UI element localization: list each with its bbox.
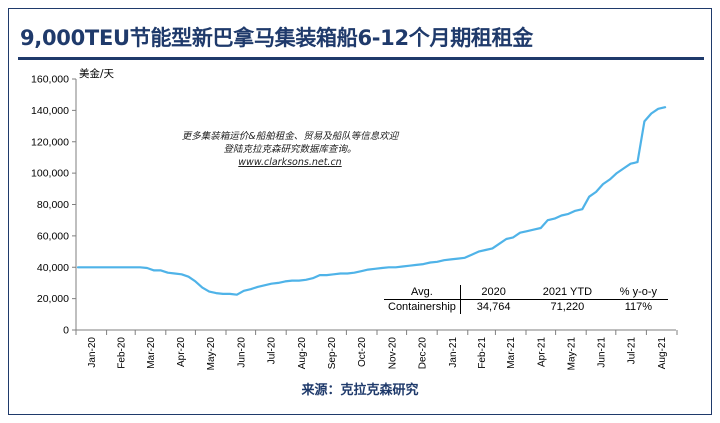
x-tick-label: Oct-20	[357, 337, 368, 367]
x-tick-label: Jan-21	[448, 337, 459, 368]
x-tick-label: Jul-20	[266, 337, 277, 365]
x-tick-label: Mar-20	[146, 337, 157, 369]
x-tick-label: Apr-21	[536, 337, 547, 367]
title-underline	[18, 57, 704, 60]
table-header-yoy: % y-o-y	[608, 285, 669, 300]
table-header-2021-ytd: 2021 YTD	[526, 285, 609, 300]
y-tick-label: 120,000	[31, 136, 69, 148]
promo-note-url[interactable]: www.clarksons.net.cn	[238, 157, 342, 168]
x-tick-label: Jul-21	[627, 337, 638, 365]
y-tick-label: 140,000	[31, 105, 69, 117]
x-tick-label: Apr-20	[176, 337, 187, 367]
y-tick-label: 160,000	[31, 74, 69, 86]
y-tick-label: 20,000	[37, 293, 69, 305]
promo-note: 更多集装箱运价&船舶租金、贸易及船队等信息欢迎 登陆克拉克森研究数据库查询。 w…	[150, 130, 430, 169]
table-cell-2020: 34,764	[476, 301, 511, 313]
y-axis-label: 美金/天	[79, 67, 115, 80]
y-tick-label: 60,000	[37, 230, 69, 242]
y-tick-label: 80,000	[37, 199, 69, 211]
table-header-avg: Avg.	[384, 285, 461, 300]
table-cell-segment: Containership	[384, 299, 461, 314]
charter-rate-series-line	[76, 106, 667, 296]
x-tick-label: Jun-20	[236, 337, 247, 368]
x-tick-label: Jun-21	[597, 337, 608, 368]
x-tick-label: Sep-20	[327, 337, 338, 370]
y-tick-label: 100,000	[31, 168, 69, 180]
average-rate-table: Avg. 2020 2021 YTD % y-o-y Containership…	[384, 285, 669, 314]
x-tick-label: Aug-20	[297, 337, 308, 370]
promo-note-line-2: 登陆克拉克森研究数据库查询。	[223, 144, 357, 155]
promo-note-line-1: 更多集装箱运价&船舶租金、贸易及船队等信息欢迎	[181, 131, 399, 142]
y-tick-label: 0	[63, 325, 69, 337]
x-tick-label: Aug-21	[657, 337, 668, 370]
table-header-row: Avg. 2020 2021 YTD % y-o-y	[384, 285, 669, 300]
source-label: 来源：克拉克森研究	[301, 383, 419, 398]
x-tick-label: Feb-21	[477, 337, 488, 369]
x-tick-label: May-21	[566, 337, 577, 371]
table-header-2020: 2020	[460, 285, 527, 300]
x-tick-label: Mar-21	[506, 337, 517, 369]
chart-frame	[8, 8, 712, 415]
table-row: Containership 34,764 71,220 117%	[384, 299, 668, 314]
x-tick-label: Jan-20	[87, 337, 98, 368]
y-tick-label: 40,000	[37, 262, 69, 274]
x-tick-label: Nov-20	[387, 337, 398, 370]
x-tick-label: May-20	[206, 337, 217, 371]
x-tick-label: Feb-20	[116, 337, 127, 369]
table-cell-2021-ytd: 71,220	[550, 301, 585, 313]
chart-title: 9,000TEU节能型新巴拿马集装箱船6-12个月期租租金	[20, 26, 533, 50]
table-cell-yoy: 117%	[624, 301, 653, 313]
x-tick-label: Dec-20	[417, 337, 428, 370]
